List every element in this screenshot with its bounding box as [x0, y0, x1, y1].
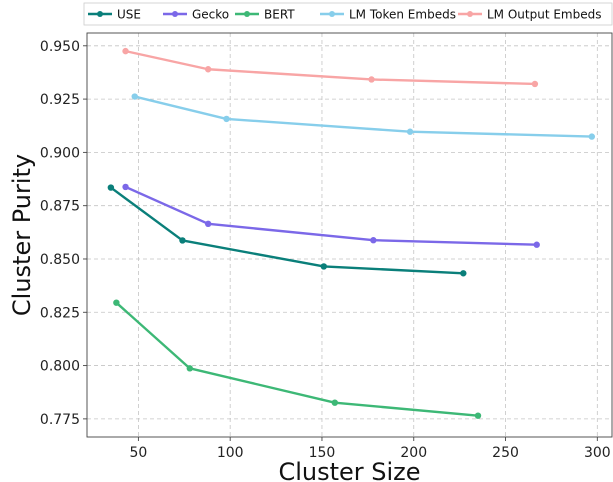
x-tick-label: 200 [400, 445, 427, 461]
series-line-use [109, 186, 465, 275]
x-axis: 50 100 150 200 250 300 [129, 437, 611, 461]
data-point [122, 183, 129, 191]
legend: USE Gecko BERT LM Token Embeds LM Output Emb… [83, 2, 613, 26]
data-point [533, 241, 540, 248]
data-point [179, 237, 186, 244]
series-lm-output-embeds [122, 47, 539, 88]
data-point [204, 220, 212, 228]
series-line-lm-token-embeds [133, 95, 594, 138]
x-axis-label: Cluster Size [278, 458, 420, 482]
legend-item-use: USE [88, 8, 141, 22]
data-point [474, 412, 482, 419]
legend-label: LM Output Embeds [487, 8, 602, 22]
data-point [460, 270, 467, 277]
x-tick-label: 50 [129, 445, 147, 461]
data-point [113, 299, 120, 306]
series-line-bert [115, 301, 480, 417]
grid [87, 33, 612, 437]
legend-label: USE [117, 8, 141, 22]
data-point [370, 237, 377, 244]
legend-label: BERT [264, 8, 295, 22]
series-line-lm-output-embeds [124, 49, 537, 86]
y-tick-label: 0.900 [40, 145, 80, 161]
legend-marker [97, 11, 103, 17]
y-axis: 0.775 0.800 0.825 0.850 0.875 0.900 0.925 0.950 [40, 39, 87, 428]
plot-area [86, 32, 613, 438]
y-tick-label: 0.775 [40, 412, 80, 428]
data-point [186, 365, 193, 372]
legend-label: LM Token Embeds [349, 8, 456, 22]
legend-marker [172, 11, 178, 17]
data-point [204, 66, 212, 73]
legend-label: Gecko [192, 8, 229, 22]
y-tick-label: 0.825 [40, 305, 80, 321]
y-tick-label: 0.875 [40, 199, 80, 215]
series-bert [113, 299, 482, 419]
legend-marker [467, 11, 473, 17]
data-point [588, 133, 596, 140]
data-point [320, 263, 328, 270]
series-lm-token-embeds [131, 93, 596, 140]
legend-item-lm-output-embeds: LM Output Embeds [458, 8, 602, 22]
series-gecko [122, 183, 540, 248]
y-tick-label: 0.850 [40, 252, 80, 268]
data-point [223, 115, 230, 123]
y-tick-label: 0.950 [40, 39, 80, 55]
y-tick-label: 0.800 [40, 359, 80, 375]
legend-marker [244, 11, 250, 17]
data-point [122, 47, 129, 55]
legend-item-gecko: Gecko [163, 8, 229, 22]
data-point [406, 128, 414, 135]
y-tick-label: 0.925 [40, 92, 80, 108]
legend-item-bert: BERT [235, 8, 295, 22]
legend-box [83, 2, 613, 26]
x-tick-label: 100 [217, 445, 244, 461]
series-use [107, 184, 467, 277]
y-axis-label: Cluster Purity [8, 154, 36, 316]
legend-marker [329, 11, 335, 17]
x-tick-label: 250 [492, 445, 519, 461]
legend-item-lm-token-embeds: LM Token Embeds [320, 8, 456, 22]
data-point [531, 80, 539, 88]
data-point [131, 93, 138, 100]
series-layer [107, 47, 596, 419]
data-point [331, 399, 339, 406]
x-tick-label: 300 [584, 445, 611, 461]
x-tick-label: 150 [309, 445, 336, 461]
data-point [368, 76, 375, 83]
series-line-gecko [124, 185, 538, 246]
data-point [107, 184, 115, 191]
